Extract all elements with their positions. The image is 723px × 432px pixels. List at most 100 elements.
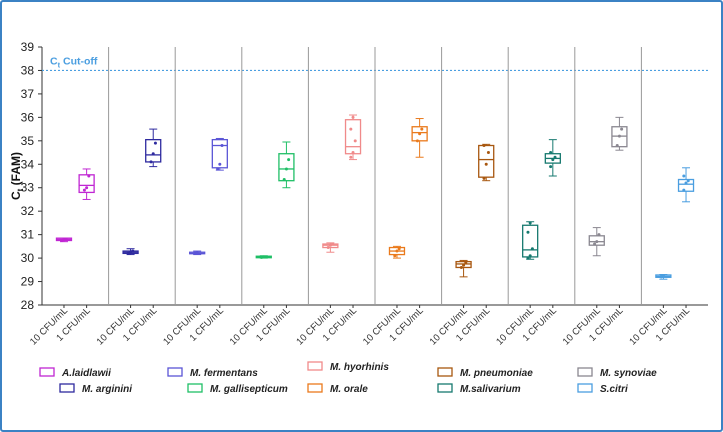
data-point xyxy=(553,155,557,159)
data-point xyxy=(284,167,288,171)
data-point xyxy=(262,255,266,259)
legend-item: M. pneumoniae xyxy=(437,367,533,379)
data-point xyxy=(129,250,133,254)
box-1 xyxy=(544,139,561,177)
box-0 xyxy=(522,221,539,260)
box-0 xyxy=(189,250,206,256)
data-point xyxy=(659,275,663,279)
box-iqr xyxy=(478,144,495,178)
box-1 xyxy=(611,116,628,151)
data-point xyxy=(287,158,291,162)
data-point xyxy=(482,144,486,148)
y-tick-label: 30 xyxy=(21,251,35,265)
y-tick-label: 36 xyxy=(21,110,35,124)
y-tick-label: 34 xyxy=(21,157,35,171)
box-0 xyxy=(655,274,672,280)
data-point xyxy=(526,256,530,260)
box-0 xyxy=(55,237,73,243)
data-point xyxy=(459,265,463,269)
box-iqr xyxy=(677,178,695,192)
legend-label: M. fermentans xyxy=(190,368,258,379)
box-0 xyxy=(122,248,139,256)
data-point xyxy=(131,249,135,253)
data-point xyxy=(151,152,155,156)
y-tick-label: 35 xyxy=(21,134,35,148)
legend-item: M. arginini xyxy=(59,383,132,395)
data-point xyxy=(620,127,624,131)
data-point xyxy=(528,254,532,258)
data-point xyxy=(682,188,686,192)
box-1 xyxy=(478,143,495,182)
legend-label: A.laidlawii xyxy=(61,368,111,379)
data-point xyxy=(551,158,555,162)
y-tick-label: 29 xyxy=(21,275,35,289)
legend-item: M.salivarium xyxy=(437,383,521,395)
y-tick-label: 38 xyxy=(21,63,35,77)
legend-item: M. hyorhinis xyxy=(307,361,389,373)
y-axis-label: Ct (FAM) xyxy=(9,152,25,200)
box-0 xyxy=(388,245,406,259)
legend-swatch xyxy=(59,383,75,393)
data-point xyxy=(149,160,153,164)
box-0 xyxy=(255,255,272,259)
box-0 xyxy=(455,259,472,278)
data-point xyxy=(87,174,91,178)
data-point xyxy=(595,240,599,244)
legend-swatch xyxy=(39,367,55,377)
data-point xyxy=(593,242,597,246)
data-point xyxy=(216,167,220,171)
legend-label: M. orale xyxy=(330,384,368,395)
data-point xyxy=(218,162,222,166)
data-point xyxy=(395,249,399,253)
data-point xyxy=(617,134,621,138)
cutoff-label: Ct Cut-off xyxy=(50,55,98,69)
data-point xyxy=(331,242,335,246)
data-point xyxy=(682,174,686,178)
data-point xyxy=(418,132,422,136)
legend-label: M. synoviae xyxy=(600,368,657,379)
data-point xyxy=(615,144,619,148)
data-point xyxy=(528,221,532,225)
data-point xyxy=(328,243,332,247)
legend-label: M. gallisepticum xyxy=(210,384,288,395)
data-point xyxy=(85,186,89,190)
legend-label: M. hyorhinis xyxy=(330,362,389,373)
box-1 xyxy=(411,118,428,158)
data-point xyxy=(549,165,553,169)
box-iqr xyxy=(278,153,295,182)
legend-label: S.citri xyxy=(600,384,628,395)
box-1 xyxy=(278,141,295,189)
data-point xyxy=(220,144,224,148)
legend-item: M. fermentans xyxy=(167,367,258,379)
y-tick-label: 28 xyxy=(21,298,35,312)
data-point xyxy=(462,263,466,267)
legend-swatch xyxy=(437,367,453,377)
y-tick-label: 32 xyxy=(21,204,35,218)
box-1 xyxy=(677,167,695,203)
data-point xyxy=(349,127,353,131)
data-point xyxy=(661,274,665,278)
box-iqr xyxy=(145,138,162,163)
data-point xyxy=(353,139,357,143)
data-point xyxy=(484,162,488,166)
y-tick-label: 37 xyxy=(21,87,35,101)
legend-swatch xyxy=(167,367,183,377)
legend-label: M. arginini xyxy=(82,384,132,395)
legend-swatch xyxy=(187,383,203,393)
legend-swatch xyxy=(577,383,593,393)
legend-item: S.citri xyxy=(577,383,628,395)
data-point xyxy=(64,237,68,241)
data-point xyxy=(195,251,199,255)
box-1 xyxy=(344,114,362,161)
data-point xyxy=(326,246,330,250)
legend-swatch xyxy=(437,383,453,393)
y-tick-label: 33 xyxy=(21,181,35,195)
box-0 xyxy=(322,242,339,253)
data-point xyxy=(126,251,130,255)
legend-swatch xyxy=(577,367,593,377)
legend-item: M. orale xyxy=(307,383,368,395)
box-0 xyxy=(588,227,605,257)
data-point xyxy=(420,127,424,131)
data-point xyxy=(82,188,86,192)
